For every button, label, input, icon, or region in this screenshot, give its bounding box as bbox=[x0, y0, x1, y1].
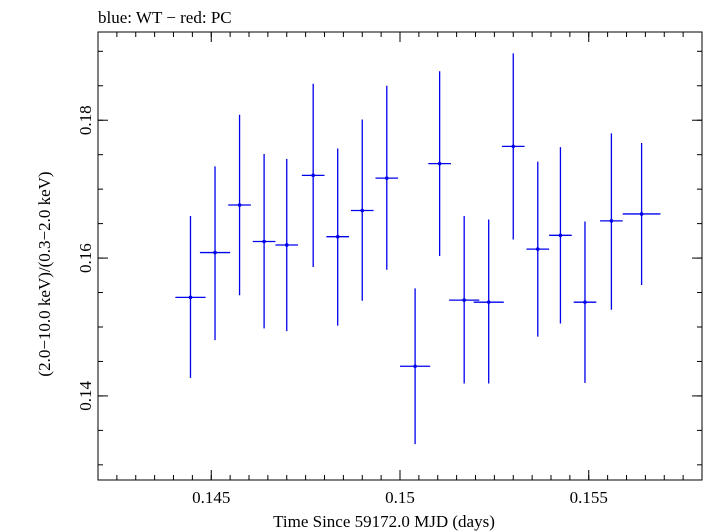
point-marker bbox=[437, 161, 442, 166]
chart-title: blue: WT − red: PC bbox=[98, 8, 232, 27]
y-tick-label: 0.14 bbox=[76, 381, 95, 411]
data-point bbox=[600, 133, 623, 310]
data-point bbox=[526, 161, 550, 337]
data-point bbox=[573, 221, 597, 383]
data-point bbox=[549, 147, 572, 324]
point-marker bbox=[213, 250, 217, 255]
data-point bbox=[228, 114, 251, 296]
point-marker bbox=[511, 144, 516, 149]
data-point bbox=[501, 53, 525, 240]
y-axis: 0.14 0.16 0.18 bbox=[76, 50, 702, 466]
point-marker bbox=[413, 364, 417, 369]
point-marker bbox=[335, 234, 340, 239]
point-marker bbox=[360, 208, 365, 213]
x-tick-label: 0.15 bbox=[385, 488, 415, 507]
x-tick-label: 0.155 bbox=[570, 488, 608, 507]
data-point bbox=[301, 83, 325, 268]
data-point bbox=[375, 85, 399, 270]
data-point bbox=[275, 158, 299, 332]
data-point bbox=[199, 166, 231, 341]
point-marker bbox=[639, 212, 644, 216]
y-tick-label: 0.18 bbox=[76, 105, 95, 135]
point-marker bbox=[609, 219, 614, 223]
data-point bbox=[622, 142, 661, 285]
point-marker bbox=[486, 300, 491, 304]
data-series bbox=[175, 53, 661, 445]
x-tick-label: 0.145 bbox=[192, 488, 230, 507]
data-point bbox=[252, 153, 276, 329]
point-marker bbox=[311, 173, 315, 178]
data-point bbox=[400, 288, 431, 445]
point-marker bbox=[284, 243, 289, 247]
data-point bbox=[326, 148, 350, 326]
point-marker bbox=[583, 300, 587, 304]
point-marker bbox=[237, 203, 242, 207]
point-marker bbox=[262, 239, 266, 244]
x-axis-label: Time Since 59172.0 MJD (days) bbox=[273, 512, 495, 531]
data-point bbox=[428, 71, 451, 256]
point-marker bbox=[462, 298, 466, 302]
y-axis-label: (2.0−10.0 keV)/(0.3−2.0 keV) bbox=[35, 171, 54, 376]
y-tick-label: 0.16 bbox=[76, 243, 95, 273]
data-point bbox=[350, 119, 374, 301]
data-point bbox=[175, 216, 206, 378]
data-point bbox=[473, 219, 504, 384]
point-marker bbox=[535, 247, 540, 251]
point-marker bbox=[384, 176, 389, 180]
point-marker bbox=[558, 233, 563, 238]
point-marker bbox=[188, 295, 193, 300]
x-axis: 0.145 0.15 0.155 bbox=[97, 32, 703, 507]
data-point bbox=[449, 216, 480, 384]
